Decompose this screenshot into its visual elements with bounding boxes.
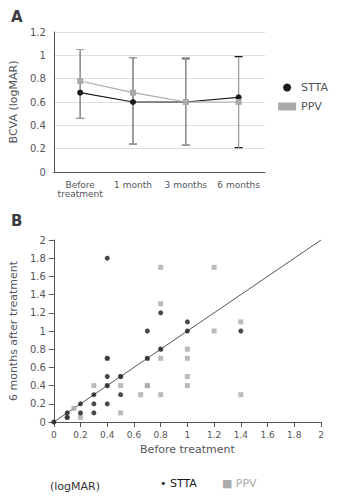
svg-text:0.2: 0.2: [30, 398, 46, 409]
svg-text:0.6: 0.6: [30, 362, 46, 373]
svg-text:0.6: 0.6: [30, 97, 46, 108]
svg-text:1.8: 1.8: [30, 253, 46, 264]
svg-text:1 month: 1 month: [114, 180, 152, 190]
svg-text:0.2: 0.2: [30, 143, 46, 154]
svg-text:0: 0: [39, 167, 45, 178]
svg-text:B: B: [11, 212, 22, 230]
svg-text:A: A: [11, 8, 23, 26]
svg-text:1.8: 1.8: [287, 430, 302, 440]
svg-text:1.6: 1.6: [30, 271, 46, 282]
svg-text:1.2: 1.2: [30, 307, 46, 318]
svg-text:0.8: 0.8: [30, 344, 46, 355]
svg-text:PPV: PPV: [301, 100, 322, 113]
svg-text:1.4: 1.4: [30, 289, 46, 300]
svg-text:3 months: 3 months: [165, 180, 208, 190]
svg-text:1.6: 1.6: [260, 430, 275, 440]
svg-text:2: 2: [39, 235, 45, 246]
svg-text:0.8: 0.8: [30, 73, 46, 84]
svg-text:6 months after treatment: 6 months after treatment: [7, 260, 20, 401]
svg-text:6 months: 6 months: [217, 180, 260, 190]
svg-text:• STTA: • STTA: [160, 477, 197, 490]
svg-text:Before treatment: Before treatment: [140, 443, 235, 456]
svg-text:(logMAR): (logMAR): [50, 480, 100, 493]
svg-text:1: 1: [185, 430, 191, 440]
svg-text:1: 1: [39, 50, 45, 61]
svg-text:Before: Before: [65, 179, 95, 190]
svg-text:1.2: 1.2: [30, 27, 46, 38]
svg-text:2: 2: [318, 430, 324, 440]
svg-text:STTA: STTA: [301, 81, 328, 94]
svg-text:0.4: 0.4: [100, 430, 115, 440]
svg-text:0: 0: [39, 417, 45, 428]
svg-text:0: 0: [51, 430, 57, 440]
svg-text:treatment: treatment: [58, 189, 104, 199]
svg-text:0.4: 0.4: [30, 380, 46, 391]
svg-text:1.4: 1.4: [234, 430, 249, 440]
svg-text:1: 1: [39, 326, 45, 337]
svg-text:BCVA (logMAR): BCVA (logMAR): [7, 61, 20, 144]
svg-text:0.2: 0.2: [73, 430, 87, 440]
svg-text:0.6: 0.6: [127, 430, 142, 440]
svg-text:0.8: 0.8: [154, 430, 169, 440]
svg-text:1.2: 1.2: [207, 430, 221, 440]
svg-text:■ PPV: ■ PPV: [222, 477, 257, 490]
svg-text:0.4: 0.4: [30, 120, 46, 131]
